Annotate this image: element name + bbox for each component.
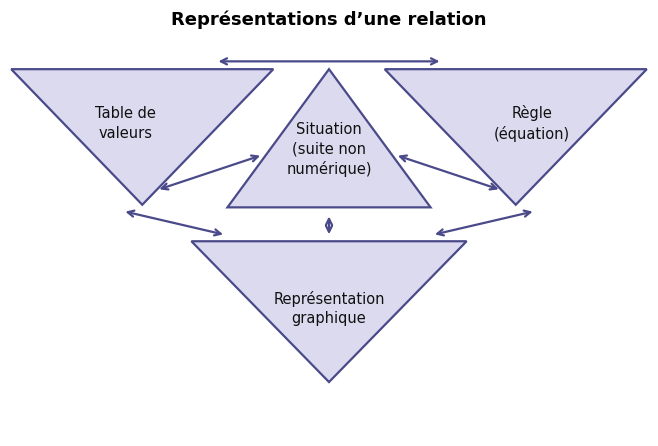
Polygon shape [385, 69, 647, 205]
Polygon shape [191, 241, 467, 382]
Text: Table de
valeurs: Table de valeurs [95, 106, 157, 140]
Text: Représentation
graphique: Représentation graphique [273, 291, 385, 326]
Polygon shape [11, 69, 273, 205]
Polygon shape [228, 69, 430, 207]
Text: Règle
(équation): Règle (équation) [494, 105, 570, 142]
Text: Situation
(suite non
numérique): Situation (suite non numérique) [286, 122, 372, 177]
Text: Représentations d’une relation: Représentations d’une relation [171, 10, 487, 29]
